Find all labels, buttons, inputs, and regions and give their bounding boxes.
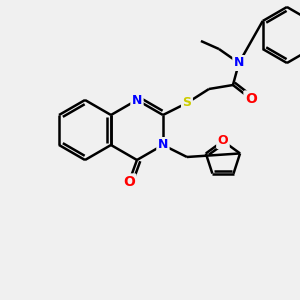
Text: O: O <box>123 175 135 189</box>
Text: O: O <box>218 134 228 148</box>
Text: S: S <box>182 97 191 110</box>
Text: O: O <box>245 92 257 106</box>
Text: N: N <box>158 139 168 152</box>
Text: N: N <box>132 94 142 106</box>
Text: N: N <box>234 56 244 70</box>
